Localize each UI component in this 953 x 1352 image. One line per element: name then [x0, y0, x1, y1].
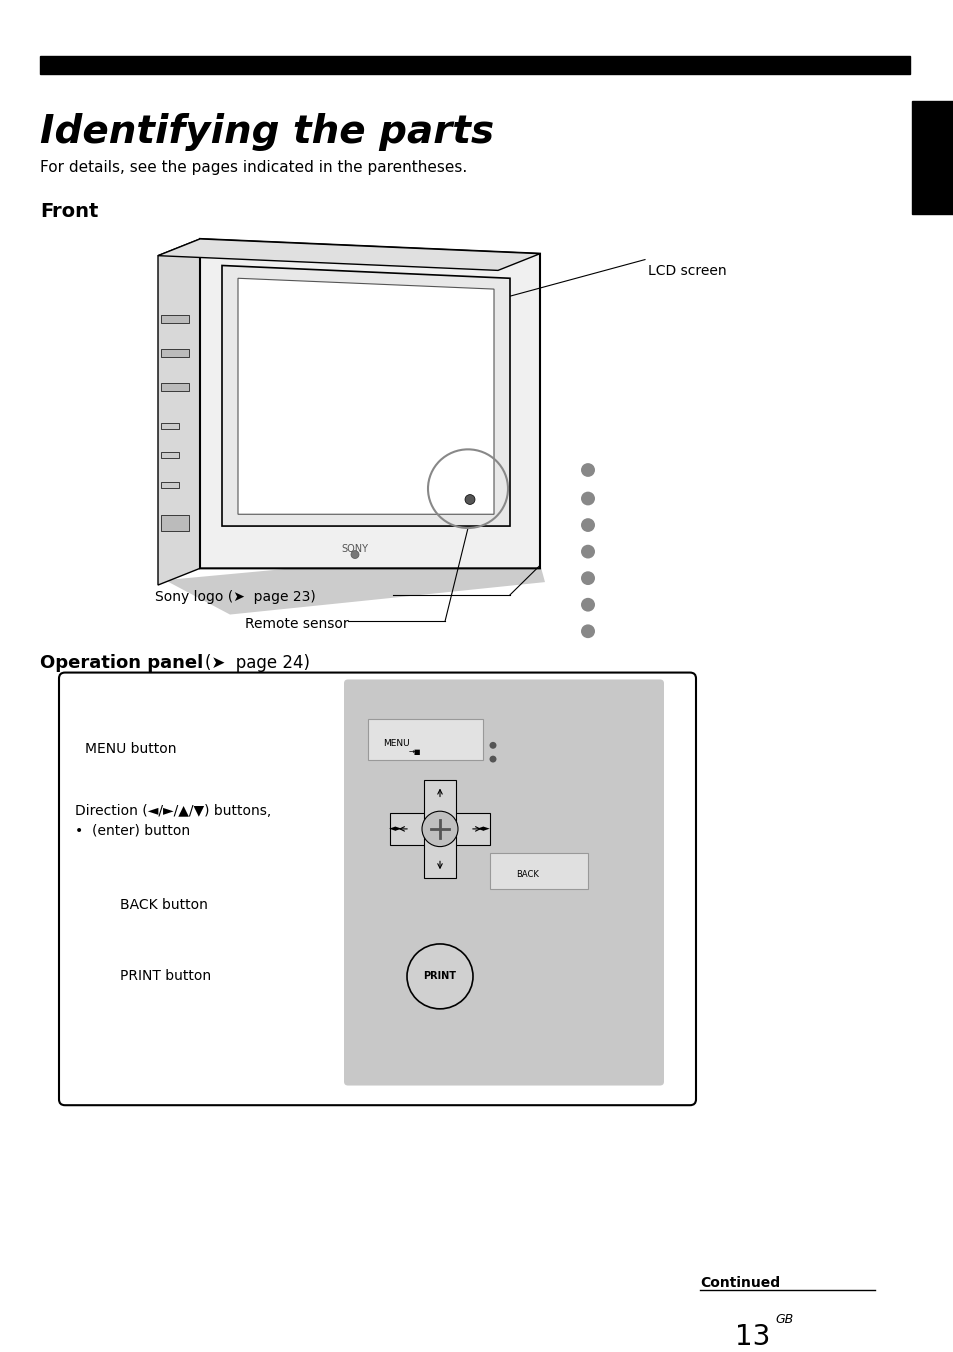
Text: LCD screen: LCD screen: [647, 264, 726, 277]
Text: MENU: MENU: [382, 740, 409, 749]
Polygon shape: [237, 279, 494, 514]
Circle shape: [580, 545, 595, 558]
Bar: [40, 55, 909, 74]
Text: Direction (◄/►/▲/▼) buttons,
•  (enter) button: Direction (◄/►/▲/▼) buttons, • (enter) b…: [75, 804, 271, 838]
Circle shape: [464, 495, 475, 504]
Polygon shape: [222, 265, 510, 526]
Text: Identifying the parts: Identifying the parts: [40, 114, 494, 151]
Bar: [161, 423, 179, 429]
Circle shape: [580, 464, 595, 477]
Circle shape: [489, 756, 496, 763]
FancyBboxPatch shape: [344, 680, 663, 1086]
Polygon shape: [158, 239, 200, 585]
Text: PRINT: PRINT: [423, 971, 456, 982]
Bar: [368, 719, 482, 760]
Polygon shape: [200, 239, 539, 568]
Bar: [911, 101, 953, 215]
Text: Operation panel: Operation panel: [40, 654, 203, 672]
Text: BACK: BACK: [516, 871, 538, 879]
Circle shape: [580, 572, 595, 585]
Polygon shape: [158, 239, 539, 270]
Text: ◄►: ◄►: [389, 825, 402, 833]
Bar: [161, 315, 189, 323]
Bar: [161, 481, 179, 488]
Text: SONY: SONY: [341, 544, 368, 554]
Text: GB: GB: [774, 1313, 792, 1326]
Polygon shape: [165, 546, 544, 615]
Bar: [161, 515, 189, 531]
Circle shape: [580, 492, 595, 506]
Text: Sony logo (➤  page 23): Sony logo (➤ page 23): [154, 589, 315, 604]
Bar: [161, 453, 179, 458]
Circle shape: [580, 625, 595, 638]
Text: Remote sensor: Remote sensor: [245, 617, 348, 630]
Text: Overview: Overview: [925, 241, 939, 300]
Bar: [390, 813, 490, 845]
Text: PRINT button: PRINT button: [120, 969, 211, 983]
Text: →■: →■: [408, 749, 421, 756]
Text: ◄►: ◄►: [476, 825, 491, 833]
FancyBboxPatch shape: [59, 672, 696, 1105]
Text: For details, see the pages indicated in the parentheses.: For details, see the pages indicated in …: [40, 161, 467, 176]
Circle shape: [489, 742, 496, 749]
Bar: [161, 384, 189, 391]
Circle shape: [580, 518, 595, 531]
Text: Front: Front: [40, 201, 98, 220]
Circle shape: [351, 550, 358, 558]
Text: 13: 13: [734, 1322, 770, 1351]
Text: (➤  page 24): (➤ page 24): [205, 654, 310, 672]
Text: MENU button: MENU button: [85, 742, 176, 756]
Circle shape: [407, 944, 473, 1009]
Text: Continued: Continued: [700, 1276, 780, 1290]
Bar: [423, 780, 456, 877]
Bar: [490, 853, 587, 888]
Text: BACK button: BACK button: [120, 898, 208, 911]
Circle shape: [421, 811, 457, 846]
Circle shape: [580, 598, 595, 611]
Bar: [161, 349, 189, 357]
